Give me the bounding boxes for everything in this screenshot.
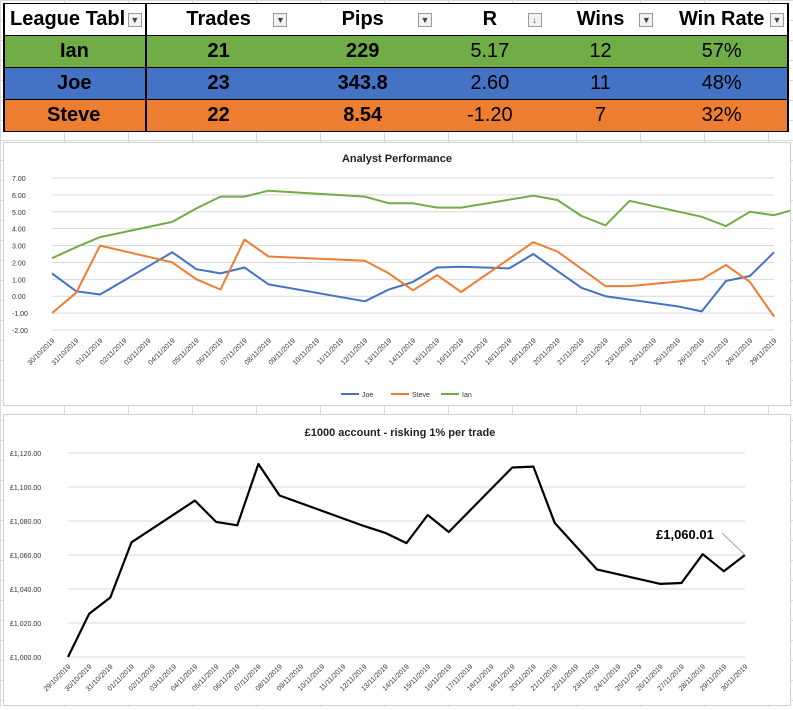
cell-wins[interactable]: 11 xyxy=(544,67,657,100)
cell-r[interactable]: -1.20 xyxy=(434,99,545,132)
cell-name[interactable]: Ian xyxy=(3,35,147,68)
filter-dropdown-icon[interactable]: ▼ xyxy=(770,13,784,27)
sort-descending-icon[interactable]: ↓ xyxy=(527,13,542,27)
y-tick-label: £1,040.00 xyxy=(10,587,41,594)
y-tick-label: 7.00 xyxy=(12,176,26,183)
y-tick-label: £1,120.00 xyxy=(10,451,41,458)
table-header-row: League Tabl ▼ Trades ▼ Pips ▼ R ↓ Wins ▼ Win … xyxy=(3,3,789,36)
y-tick-label: 4.00 xyxy=(12,227,26,234)
header-trades: Trades ▼ xyxy=(145,3,291,36)
legend-label-ian: Ian xyxy=(462,392,472,399)
table-row-ian: Ian 21 229 5.17 12 57% xyxy=(3,35,789,68)
cell-trades[interactable]: 21 xyxy=(145,35,291,68)
cell-pips[interactable]: 8.54 xyxy=(290,99,435,132)
filter-dropdown-icon[interactable]: ▼ xyxy=(639,13,654,27)
y-tick-label: 2.00 xyxy=(12,260,26,267)
header-label: League Tabl xyxy=(10,8,126,30)
y-tick-label: £1,060.00 xyxy=(10,553,41,560)
filter-dropdown-icon[interactable]: ▼ xyxy=(417,13,432,27)
account-balance-chart[interactable]: £1000 account - risking 1% per trade £1,1… xyxy=(3,414,791,706)
header-label: Trades xyxy=(186,8,251,30)
account-balance-svg: £1000 account - risking 1% per trade £1,1… xyxy=(10,427,749,693)
y-tick-label: -2.00 xyxy=(12,328,28,335)
table-row-joe: Joe 23 343.8 2.60 11 48% xyxy=(3,67,789,100)
filter-dropdown-icon[interactable]: ▼ xyxy=(273,13,288,27)
cell-win-rate[interactable]: 48% xyxy=(656,67,789,100)
analyst-performance-svg: Analyst Performance 7.00 6.00 5.00 4.00 3.00 2… xyxy=(12,153,793,399)
y-tick-label: £1,020.00 xyxy=(10,621,41,628)
chart-title: Analyst Performance xyxy=(342,153,452,165)
y-tick-label: £1,100.00 xyxy=(10,485,41,492)
header-label: Win Rate xyxy=(678,8,765,30)
series-line-ian xyxy=(51,189,793,260)
series-line-account xyxy=(67,462,746,658)
legend-label-steve: Steve xyxy=(412,392,430,399)
y-tick-label: -1.00 xyxy=(12,311,28,318)
final-balance-label: £1,060.01 xyxy=(656,527,714,542)
header-win-rate: Win Rate ▼ xyxy=(656,3,789,36)
y-tick-label: 1.00 xyxy=(12,277,26,284)
header-label: R xyxy=(482,8,498,30)
header-pips: Pips ▼ xyxy=(290,3,435,36)
analyst-performance-chart[interactable]: Analyst Performance 7.00 6.00 5.00 4.00 3.00 2… xyxy=(3,142,793,406)
cell-trades[interactable]: 23 xyxy=(145,67,291,100)
cell-r[interactable]: 2.60 xyxy=(434,67,545,100)
cell-wins[interactable]: 7 xyxy=(544,99,657,132)
legend-label-joe: Joe xyxy=(362,392,373,399)
chart-title: £1000 account - risking 1% per trade xyxy=(305,427,496,439)
cell-name[interactable]: Joe xyxy=(3,67,147,100)
filter-dropdown-icon[interactable]: ▼ xyxy=(127,13,142,27)
y-tick-label: £1,080.00 xyxy=(10,519,41,526)
y-tick-label: £1,000.00 xyxy=(10,655,41,662)
header-wins: Wins ▼ xyxy=(544,3,657,36)
series-line-steve xyxy=(51,238,775,318)
league-table: League Tabl ▼ Trades ▼ Pips ▼ R ↓ Wins ▼ Win … xyxy=(3,3,789,132)
y-tick-label: 0.00 xyxy=(12,294,26,301)
cell-trades[interactable]: 22 xyxy=(145,99,291,132)
cell-win-rate[interactable]: 32% xyxy=(656,99,789,132)
y-tick-label: 5.00 xyxy=(12,210,26,217)
y-tick-label: 6.00 xyxy=(12,193,26,200)
annotation-leader-line xyxy=(721,532,746,556)
cell-name[interactable]: Steve xyxy=(3,99,147,132)
cell-win-rate[interactable]: 57% xyxy=(656,35,789,68)
cell-pips[interactable]: 343.8 xyxy=(290,67,435,100)
series-line-joe xyxy=(51,251,775,313)
cell-r[interactable]: 5.17 xyxy=(434,35,545,68)
header-r: R ↓ xyxy=(434,3,545,36)
header-label: Wins xyxy=(576,8,625,30)
header-league-table: League Tabl ▼ xyxy=(3,3,147,36)
y-tick-label: 3.00 xyxy=(12,244,26,251)
header-label: Pips xyxy=(341,8,384,30)
table-row-steve: Steve 22 8.54 -1.20 7 32% xyxy=(3,99,789,132)
cell-wins[interactable]: 12 xyxy=(544,35,657,68)
cell-pips[interactable]: 229 xyxy=(290,35,435,68)
